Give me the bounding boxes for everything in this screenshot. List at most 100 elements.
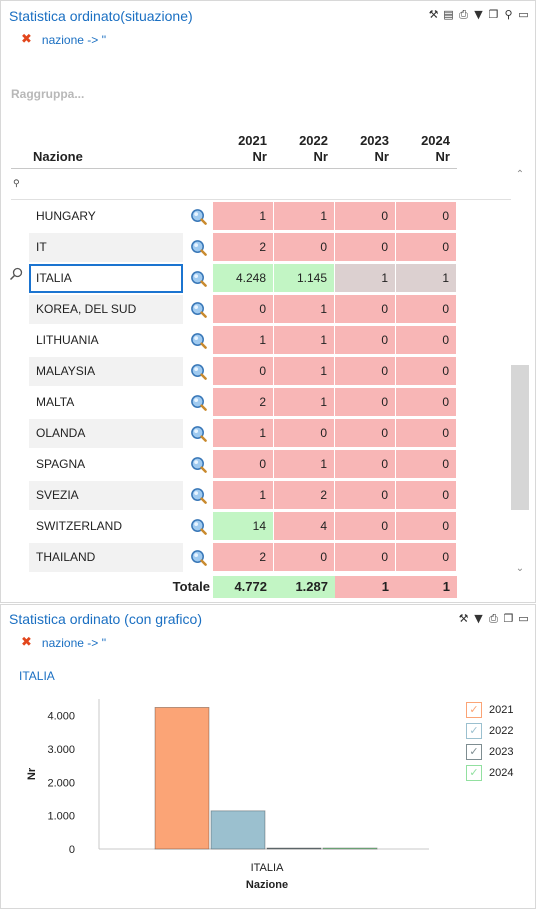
country-name[interactable]: THAILAND	[29, 543, 183, 572]
detail-button[interactable]	[184, 326, 212, 355]
value-cell[interactable]: 0	[396, 512, 457, 541]
magnifier-icon[interactable]	[190, 549, 207, 566]
table-row[interactable]: KOREA, DEL SUD 0 1 0 0	[29, 295, 457, 324]
value-cell[interactable]: 0	[274, 543, 335, 572]
maximize-icon[interactable]: ▭	[518, 612, 529, 625]
legend-item[interactable]: ✓ 2021	[466, 699, 513, 720]
vertical-scrollbar[interactable]: ⌃ ⌄	[511, 169, 529, 579]
value-cell[interactable]: 1	[274, 388, 335, 417]
magnifier-icon[interactable]	[190, 301, 207, 318]
country-name[interactable]: MALAYSIA	[29, 357, 183, 386]
copy-icon[interactable]: ❐	[503, 612, 514, 625]
scroll-thumb[interactable]	[511, 365, 529, 510]
value-cell[interactable]: 1	[274, 202, 335, 231]
country-name[interactable]: ITALIA	[29, 264, 183, 293]
magnifier-icon[interactable]	[190, 208, 207, 225]
value-cell[interactable]: 0	[396, 543, 457, 572]
country-name[interactable]: MALTA	[36, 395, 75, 409]
detail-button[interactable]	[184, 543, 212, 572]
group-by-area[interactable]: Raggruppa...	[11, 87, 85, 101]
value-cell[interactable]: 0	[335, 419, 396, 448]
value-cell[interactable]: 1	[274, 295, 335, 324]
export-icon[interactable]: ⎙	[459, 8, 468, 21]
column-header-nazione[interactable]: Nazione	[33, 149, 83, 164]
value-cell[interactable]: 4	[274, 512, 335, 541]
table-row[interactable]: MALTA 2 1 0 0	[29, 388, 457, 417]
value-cell[interactable]: 0	[335, 233, 396, 262]
detail-button[interactable]	[184, 450, 212, 479]
value-cell[interactable]: 2	[213, 233, 274, 262]
detail-button[interactable]	[184, 481, 212, 510]
table-row[interactable]: HUNGARY 1 1 0 0	[29, 202, 457, 231]
detail-button[interactable]	[184, 388, 212, 417]
value-cell[interactable]: 1	[335, 264, 396, 293]
value-cell[interactable]: 0	[396, 326, 457, 355]
detail-button[interactable]	[184, 512, 212, 541]
print-icon[interactable]: ⎙	[489, 612, 498, 625]
maximize-icon[interactable]: ▭	[518, 8, 529, 21]
magnifier-icon[interactable]	[190, 487, 207, 504]
magnifier-icon[interactable]	[190, 456, 207, 473]
tools-icon[interactable]: ⚒	[458, 612, 469, 625]
legend-item[interactable]: ✓ 2022	[466, 720, 513, 741]
value-cell[interactable]: 0	[335, 202, 396, 231]
column-header-2021[interactable]: 2021 Nr	[213, 133, 267, 165]
filter-text[interactable]: nazione -> ''	[41, 32, 107, 47]
magnifier-icon[interactable]	[190, 363, 207, 380]
value-cell[interactable]: 0	[396, 357, 457, 386]
value-cell[interactable]: 0	[335, 388, 396, 417]
value-cell[interactable]: 4.248	[213, 264, 274, 293]
table-row[interactable]: SVEZIA 1 2 0 0	[29, 481, 457, 510]
table-row[interactable]: MALAYSIA 0 1 0 0	[29, 357, 457, 386]
value-cell[interactable]: 1.145	[274, 264, 335, 293]
legend-checkbox-icon[interactable]: ✓	[466, 701, 482, 718]
value-cell[interactable]: 1	[274, 450, 335, 479]
value-cell[interactable]: 0	[396, 233, 457, 262]
value-cell[interactable]: 2	[274, 481, 335, 510]
value-cell[interactable]: 0	[213, 295, 274, 324]
detail-button[interactable]	[184, 419, 212, 448]
detail-button[interactable]	[184, 202, 212, 231]
detail-button[interactable]	[184, 357, 212, 386]
value-cell[interactable]: 1	[213, 419, 274, 448]
value-cell[interactable]: 1	[274, 326, 335, 355]
table-row[interactable]: ITALIA 4.248 1.145 1 1	[29, 264, 457, 293]
scroll-down-icon[interactable]: ⌄	[515, 563, 525, 574]
magnifier-icon[interactable]	[190, 270, 207, 287]
value-cell[interactable]: 0	[335, 512, 396, 541]
table-row[interactable]: IT 2 0 0 0	[29, 233, 457, 262]
value-cell[interactable]: 2	[213, 388, 274, 417]
close-icon[interactable]: ✖	[21, 635, 32, 650]
filter-icon[interactable]: ▼	[474, 8, 483, 21]
detail-button[interactable]	[184, 233, 212, 262]
country-name[interactable]: IT	[29, 233, 183, 262]
column-header-2022[interactable]: 2022 Nr	[274, 133, 328, 165]
tools-icon[interactable]: ⚒	[428, 8, 439, 21]
save-icon[interactable]: ▤	[443, 8, 454, 21]
close-icon[interactable]: ✖	[21, 32, 32, 47]
value-cell[interactable]: 0	[396, 202, 457, 231]
value-cell[interactable]: 0	[396, 388, 457, 417]
value-cell[interactable]: 1	[213, 202, 274, 231]
value-cell[interactable]: 0	[335, 450, 396, 479]
table-row[interactable]: OLANDA 1 0 0 0	[29, 419, 457, 448]
value-cell[interactable]: 0	[274, 233, 335, 262]
table-row[interactable]: LITHUANIA 1 1 0 0	[29, 326, 457, 355]
value-cell[interactable]: 14	[213, 512, 274, 541]
value-cell[interactable]: 0	[396, 450, 457, 479]
table-row[interactable]: SPAGNA 0 1 0 0	[29, 450, 457, 479]
value-cell[interactable]: 1	[213, 481, 274, 510]
value-cell[interactable]: 0	[396, 481, 457, 510]
value-cell[interactable]: 0	[396, 419, 457, 448]
filter-text[interactable]: nazione -> ''	[41, 635, 107, 650]
magnifier-icon[interactable]	[190, 239, 207, 256]
country-name[interactable]: SPAGNA	[36, 457, 86, 471]
magnifier-icon[interactable]	[190, 425, 207, 442]
country-name[interactable]: KOREA, DEL SUD	[29, 295, 183, 324]
filter-clear-icon[interactable]: ▼	[474, 612, 483, 625]
value-cell[interactable]: 0	[396, 295, 457, 324]
table-row[interactable]: SWITZERLAND 14 4 0 0	[29, 512, 457, 541]
detail-button[interactable]	[184, 264, 212, 293]
value-cell[interactable]: 2	[213, 543, 274, 572]
value-cell[interactable]: 1	[213, 326, 274, 355]
